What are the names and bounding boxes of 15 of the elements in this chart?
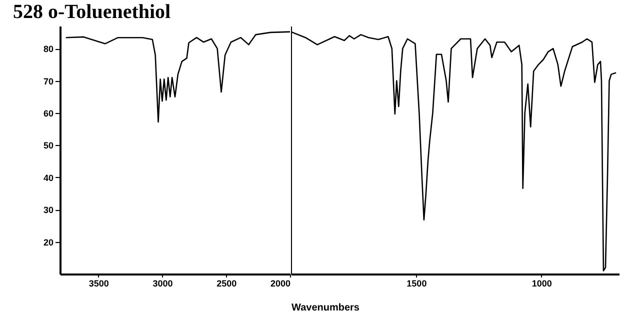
y-tick-label: 20 xyxy=(43,237,54,248)
x-tick-label: 3000 xyxy=(152,278,173,288)
x-tick-label: 1000 xyxy=(532,278,552,288)
x-tick-label: 1500 xyxy=(406,278,427,288)
x-tick-label: 2500 xyxy=(216,278,237,288)
x-tick-label: 2000 xyxy=(270,278,290,288)
x-tick-label: 3500 xyxy=(88,278,109,288)
x-axis-title: Wavenumbers xyxy=(292,302,360,314)
y-tick-label: 50 xyxy=(43,140,54,151)
y-tick-label: 70 xyxy=(43,76,54,86)
y-tick-label: 80 xyxy=(43,44,54,54)
y-tick-label: 30 xyxy=(43,205,54,216)
y-tick-label: 40 xyxy=(43,172,54,183)
chart-title: 528 o-Toluenethiol xyxy=(12,1,172,23)
y-tick-label: 60 xyxy=(43,108,54,118)
